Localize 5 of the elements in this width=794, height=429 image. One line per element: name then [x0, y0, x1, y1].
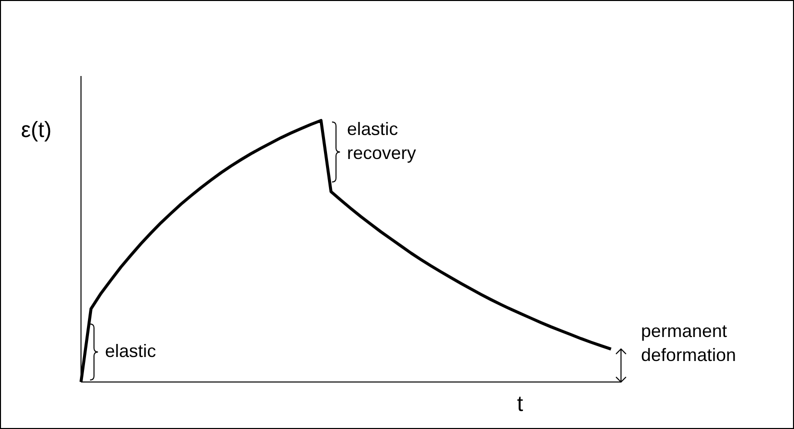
- y-axis-title: ε(t): [21, 117, 52, 143]
- x-axis-title: t: [517, 391, 524, 417]
- annotation: elastic recovery: [347, 118, 418, 165]
- annotation: elastic: [105, 340, 158, 363]
- text: permanent deformation: [641, 320, 738, 367]
